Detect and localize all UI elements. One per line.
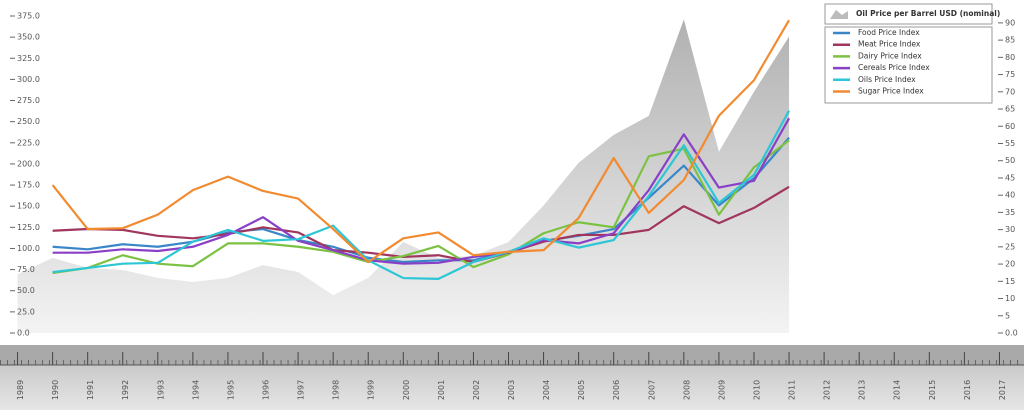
series-line (52, 117, 791, 265)
x-tick-label: 2001 (437, 380, 446, 400)
x-tick-label: 1992 (121, 380, 130, 400)
y2-tick-label: 80 (1005, 53, 1015, 62)
y2-tick-label: 70 (1005, 87, 1015, 96)
x-tick-label: 1993 (156, 380, 165, 400)
y-tick-label: 200.0 (17, 159, 40, 168)
y2-tick-label: 20 (1005, 260, 1015, 269)
x-tick-label: 2002 (472, 380, 481, 400)
y-tick-label: 225.0 (17, 138, 40, 147)
y2-tick-label: 5 (1005, 311, 1010, 320)
x-tick-label: 2005 (577, 380, 586, 400)
y-tick-label: 75.0 (17, 265, 35, 274)
x-tick-label: 2016 (963, 380, 972, 400)
ruler-minor-ticks (0, 360, 1024, 365)
x-tick-label: 2009 (717, 380, 726, 400)
y2-tick-label: 30 (1005, 225, 1015, 234)
y-tick-label: 125.0 (17, 223, 40, 232)
y-tick-label: 25.0 (17, 307, 35, 316)
y-tick-label: 350.0 (17, 33, 40, 42)
legend-label: Oils Price Index (858, 75, 916, 84)
y-tick-label: 325.0 (17, 54, 40, 63)
x-tick-label: 2012 (823, 380, 832, 400)
x-tick-label: 2013 (858, 380, 867, 400)
x-tick-label: 2010 (752, 380, 761, 400)
x-tick-label: 2017 (998, 380, 1007, 400)
legend-label: Food Price Index (858, 28, 920, 37)
legend-box (824, 26, 993, 104)
legend-label: Cereals Price Index (858, 63, 930, 72)
y2-tick-label: 60 (1005, 122, 1015, 131)
series-line (52, 185, 790, 264)
x-tick-label: 1994 (191, 380, 200, 400)
x-tick-label: 1997 (297, 380, 306, 400)
x-tick-label: 2004 (542, 380, 551, 400)
y2-tick-label: 50 (1005, 156, 1015, 165)
y2-tick-label: 35 (1005, 208, 1015, 217)
y-tick-label: 175.0 (17, 181, 40, 190)
x-tick-label: 2006 (612, 380, 621, 400)
plot (17, 19, 791, 334)
x-tick-label: 1999 (367, 380, 376, 400)
y-tick-label: 300.0 (17, 75, 40, 84)
y-tick-label: 250.0 (17, 117, 40, 126)
x-tick-label: 1991 (86, 380, 95, 400)
y2-tick-label: 40 (1005, 191, 1015, 200)
y-tick-label: 375.0 (17, 12, 40, 21)
oil-area (17, 19, 790, 334)
x-tick-label: 2000 (402, 380, 411, 400)
series-line (52, 137, 790, 264)
y-tick-label: 100.0 (17, 244, 40, 253)
legend-label: Sugar Price Index (858, 87, 924, 96)
y2-tick-label: 15 (1005, 277, 1015, 286)
x-tick-label: 1995 (226, 380, 235, 400)
y2-tick-label: 25 (1005, 242, 1015, 251)
x-tick-label: 1989 (16, 380, 25, 400)
x-tick-label: 1998 (332, 380, 341, 400)
series-line (52, 139, 790, 275)
y2-tick-label: 45 (1005, 173, 1015, 182)
x-tick-label: 1996 (262, 380, 271, 400)
x-tick-label: 2007 (647, 380, 656, 400)
series-line (51, 19, 790, 264)
legend-swatch (830, 10, 848, 19)
legend-label: Dairy Price Index (858, 51, 922, 60)
legend-label: Oil Price per Barrel USD (nominal) (856, 9, 1000, 18)
x-tick-label: 1990 (51, 380, 60, 400)
x-tick-label: 2011 (788, 380, 797, 400)
x-tick-label: 2003 (507, 380, 516, 400)
y-tick-label: 50.0 (17, 286, 35, 295)
y2-tick-label: 75 (1005, 70, 1015, 79)
x-tick-label: 2008 (682, 380, 691, 400)
y2-tick-label: 65 (1005, 105, 1015, 114)
y2-tick-label: 0.0 (1005, 329, 1018, 338)
y-tick-label: 150.0 (17, 202, 40, 211)
y2-tick-label: 10 (1005, 294, 1015, 303)
y2-tick-label: 55 (1005, 139, 1015, 148)
y-tick-label: 275.0 (17, 96, 40, 105)
x-tick-label: 2014 (893, 380, 902, 400)
y2-tick-label: 85 (1005, 36, 1015, 45)
legend-label: Meat Price Index (858, 40, 921, 49)
legend: Oil Price per Barrel USD (nominal) Food P… (824, 3, 1000, 104)
y2-tick-label: 90 (1005, 18, 1015, 27)
x-tick-label: 2015 (928, 380, 937, 400)
legend-oil-box (824, 3, 993, 25)
series-line (52, 110, 791, 280)
y-tick-label: 0.0 (17, 329, 30, 338)
